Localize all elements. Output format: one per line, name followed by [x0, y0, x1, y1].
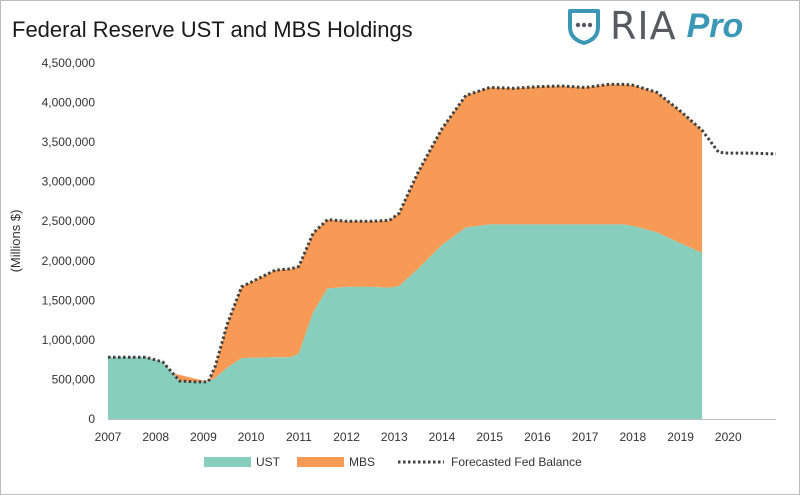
legend: UST MBS Forecasted Fed Balance	[204, 455, 582, 469]
legend-label-ust: UST	[256, 455, 281, 469]
y-tick-label: 2,500,000	[42, 214, 96, 228]
legend-label-mbs: MBS	[349, 455, 375, 469]
x-tick-label: 2020	[715, 430, 742, 444]
y-tick-labels: 0 500,000 1,000,000 1,500,000 2,000,000 2,500…	[42, 56, 96, 426]
logo-text: RIA	[610, 4, 677, 48]
y-tick-label: 1,000,000	[42, 333, 96, 347]
line-forecasted-fed-balance	[108, 82, 777, 384]
x-tick-label: 2016	[524, 430, 551, 444]
shield-chat-icon	[568, 9, 600, 45]
x-tick-label: 2009	[190, 430, 217, 444]
x-tick-labels: 2007 2008 2009 2010 2011 2012 2013 2014 2015 2016…	[95, 430, 742, 444]
chart-title: Federal Reserve UST and MBS Holdings	[12, 17, 413, 42]
x-tick-label: 2019	[667, 430, 694, 444]
plot-areas	[108, 82, 777, 419]
y-tick-label: 3,500,000	[42, 135, 96, 149]
legend-swatch-mbs	[297, 457, 344, 467]
x-tick-label: 2011	[286, 430, 312, 444]
y-tick-label: 3,000,000	[42, 175, 96, 189]
x-tick-label: 2007	[95, 430, 122, 444]
legend-label-forecast: Forecasted Fed Balance	[451, 455, 582, 469]
x-tick-label: 2015	[476, 430, 503, 444]
y-tick-label: 2,000,000	[42, 254, 96, 268]
x-tick-label: 2012	[333, 430, 360, 444]
y-tick-label: 500,000	[52, 372, 96, 386]
x-tick-label: 2008	[142, 430, 169, 444]
y-tick-label: 0	[88, 412, 95, 426]
x-tick-label: 2013	[381, 430, 408, 444]
y-tick-label: 4,000,000	[42, 96, 96, 110]
x-tick-label: 2017	[572, 430, 599, 444]
y-axis-label: (Millions $)	[8, 210, 23, 273]
y-tick-label: 4,500,000	[42, 56, 96, 70]
legend-swatch-ust	[204, 457, 251, 467]
ria-pro-logo: RIA Pro	[566, 4, 744, 48]
x-tick-label: 2014	[429, 430, 456, 444]
x-tick-label: 2018	[620, 430, 647, 444]
y-tick-label: 1,500,000	[42, 293, 96, 307]
area-ust	[108, 224, 703, 419]
area-mbs	[108, 84, 703, 382]
x-tick-label: 2010	[238, 430, 265, 444]
logo-pro-text: Pro	[686, 6, 744, 45]
